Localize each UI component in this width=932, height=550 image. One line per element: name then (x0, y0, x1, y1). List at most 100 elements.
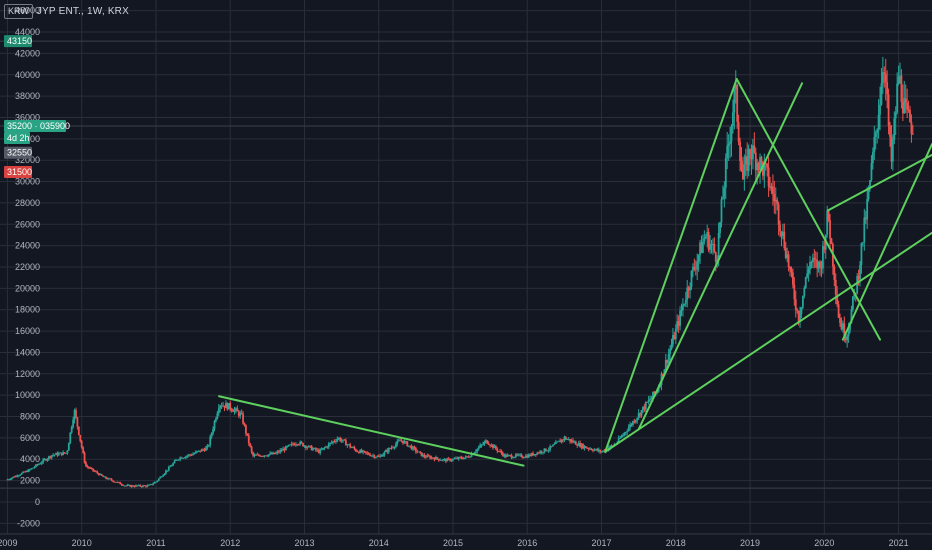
candle-body (633, 421, 636, 423)
candle-body (409, 445, 412, 447)
y-tick-label: 28000 (15, 198, 40, 208)
candle-body (789, 266, 791, 270)
candle-body (333, 441, 336, 443)
x-tick-label: 2018 (666, 538, 686, 548)
candle-body (844, 336, 847, 341)
candle-body (861, 242, 864, 244)
candle-body (256, 454, 259, 456)
candle-body (390, 447, 393, 449)
candle-body (237, 411, 240, 416)
candle-body (13, 476, 16, 478)
candle-body (592, 449, 594, 451)
candle-body (96, 471, 99, 474)
candle-body (253, 455, 256, 456)
candle-body (157, 478, 160, 481)
last-price-badge: 35200 · 035900 (7, 121, 70, 131)
candle-body (209, 436, 212, 446)
candle-body (203, 449, 206, 451)
candle-body (446, 458, 449, 462)
candle-body (135, 485, 137, 487)
candle-body (737, 121, 740, 142)
candle-body (337, 437, 340, 439)
candle-body (399, 440, 402, 442)
candle-body (129, 485, 132, 487)
candle-body (196, 451, 199, 453)
candle-body (363, 450, 366, 452)
candle-body (87, 467, 90, 469)
candle-body (10, 477, 13, 480)
candle-body (603, 450, 606, 452)
candle-body (125, 485, 127, 487)
trendline (218, 395, 525, 467)
candle-body (757, 162, 760, 171)
candle-body (426, 455, 429, 458)
candle-body (469, 456, 472, 458)
candle-body (463, 457, 466, 459)
candle-body (437, 458, 440, 461)
candle-body (517, 454, 520, 456)
candle-body (566, 439, 569, 441)
candle-body (759, 157, 761, 171)
candle-body (354, 449, 357, 452)
time-axis[interactable]: 2009 2010 2011 2012 2013 2014 2015 2016 2017 2018… (0, 533, 932, 548)
trendline-drawings[interactable] (218, 78, 932, 467)
candle-body (821, 246, 824, 269)
candle-body (513, 456, 516, 458)
candle-body (424, 456, 427, 458)
y-tick-label: 36000 (15, 112, 40, 122)
candle-body (100, 474, 103, 476)
y-tick-label: 10000 (15, 390, 40, 400)
candle-body (542, 452, 544, 454)
candle-body (206, 445, 209, 448)
candle-body (780, 231, 783, 237)
candle-body (714, 252, 717, 262)
candle-body (243, 423, 246, 426)
candle-body (267, 454, 270, 456)
candle-body (827, 210, 830, 221)
candle-body (777, 204, 780, 225)
candle-body (466, 456, 469, 458)
candle-body (562, 439, 564, 441)
candle-body (130, 485, 133, 487)
candle-body (696, 261, 699, 270)
candle-body (103, 476, 106, 478)
candle-body (664, 359, 667, 370)
candle-body (245, 425, 247, 434)
candle-body (315, 448, 317, 451)
candle-body (523, 457, 526, 459)
candle-body (841, 323, 844, 330)
candle-body (309, 445, 312, 447)
candle-body (295, 444, 297, 446)
candle-body (93, 470, 96, 472)
candle-body (622, 435, 624, 437)
candle-body (60, 452, 63, 456)
candle-body (704, 236, 707, 239)
candle-body (374, 457, 377, 458)
candle-body (646, 401, 649, 403)
candle-body (92, 468, 95, 471)
candle-body (420, 452, 423, 457)
candle-body (29, 469, 32, 471)
candle-body (773, 193, 776, 202)
candle-body (383, 451, 386, 455)
candle-body (265, 455, 267, 457)
x-tick-label: 2017 (592, 538, 612, 548)
candle-body (189, 454, 192, 456)
candle-body (496, 448, 499, 451)
candle-body (145, 485, 147, 487)
candle-body (19, 474, 22, 476)
candle-body (372, 455, 374, 457)
candle-body (462, 458, 464, 460)
candle-body (153, 482, 156, 484)
candle-body (650, 397, 653, 400)
candle-body (50, 455, 53, 458)
currency-badge[interactable]: KRW (4, 4, 33, 19)
candle-body (509, 455, 512, 456)
y-tick-label: 30000 (15, 177, 40, 187)
candle-body (910, 121, 913, 134)
candle-body (55, 453, 57, 455)
candle-body (170, 465, 173, 467)
candle-body (470, 453, 473, 457)
candle-body (639, 413, 641, 416)
